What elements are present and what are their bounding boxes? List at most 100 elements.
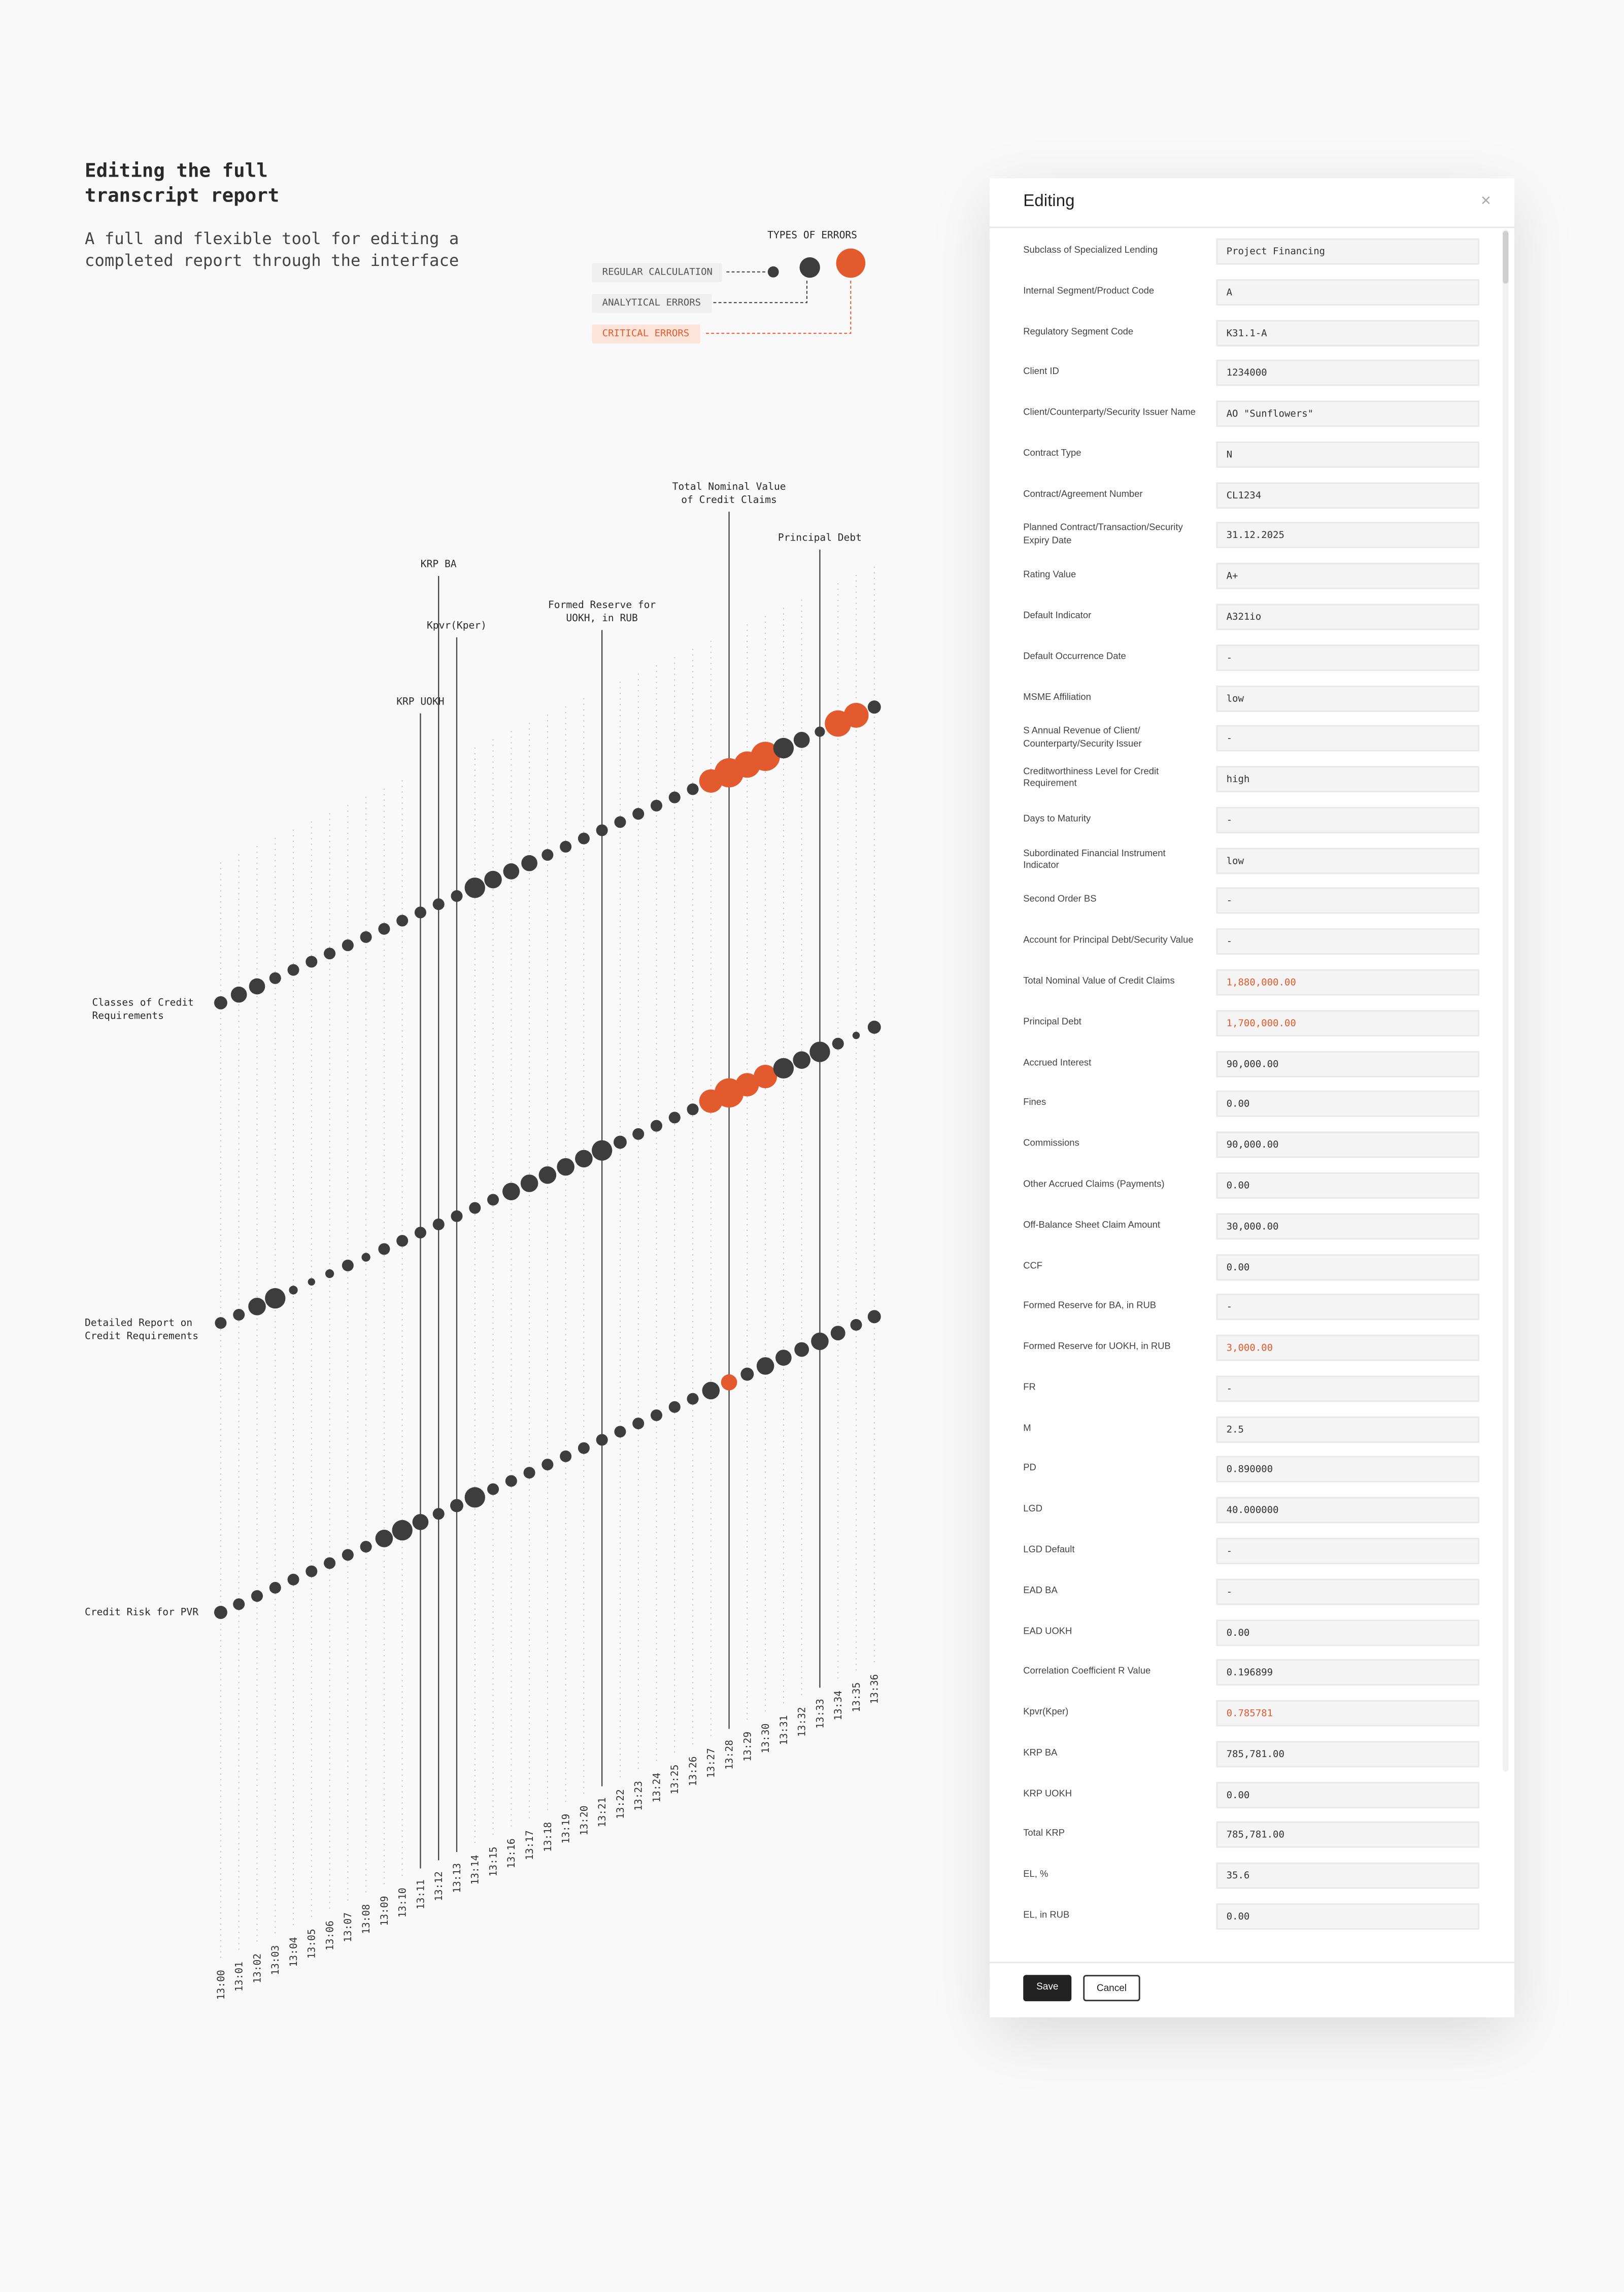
field-label: FR	[1023, 1382, 1036, 1393]
field-input[interactable]: 30,000.00	[1216, 1212, 1479, 1239]
x-tick-label: 13:26	[687, 1756, 699, 1786]
x-tick-label: 13:21	[596, 1797, 608, 1827]
field-input[interactable]: 3,000.00	[1216, 1334, 1479, 1361]
field-input[interactable]: 0.890000	[1216, 1456, 1479, 1483]
field-input[interactable]: 2.5	[1216, 1415, 1479, 1442]
bubble	[850, 1319, 862, 1331]
field-input[interactable]: A321io	[1216, 603, 1479, 630]
field-input[interactable]: 0.00	[1216, 1253, 1479, 1280]
field-label: Regulatory Segment Code	[1023, 326, 1134, 337]
bubble	[378, 1243, 390, 1255]
bubble	[815, 726, 825, 737]
field-label: PD	[1023, 1463, 1036, 1474]
cancel-button[interactable]: Cancel	[1083, 1975, 1140, 2002]
field-input[interactable]: 35.6	[1216, 1863, 1479, 1889]
bubble	[269, 1581, 281, 1594]
field-input[interactable]: 0.00	[1216, 1781, 1479, 1808]
bubble	[451, 1210, 463, 1222]
field-input[interactable]: 1234000	[1216, 360, 1479, 387]
bubble	[867, 700, 881, 714]
divider	[989, 226, 1514, 228]
field-input[interactable]: low	[1216, 685, 1479, 712]
field-input[interactable]: -	[1216, 725, 1479, 752]
field-input[interactable]: high	[1216, 766, 1479, 793]
field-input[interactable]: -	[1216, 928, 1479, 955]
scroll-thumb[interactable]	[1502, 231, 1509, 284]
field-input[interactable]: -	[1216, 1578, 1479, 1605]
field-input[interactable]: CL1234	[1216, 482, 1479, 509]
bubble	[503, 863, 520, 880]
field-input[interactable]: 90,000.00	[1216, 1131, 1479, 1158]
x-tick-label: 13:24	[651, 1773, 662, 1803]
field-input[interactable]: 0.00	[1216, 1619, 1479, 1645]
field-label: Default Indicator	[1023, 611, 1092, 621]
field-label: EL, in RUB	[1023, 1910, 1070, 1921]
field-input[interactable]: 0.196899	[1216, 1659, 1479, 1686]
bubble	[668, 1111, 681, 1124]
bubble	[464, 1487, 485, 1508]
bubble	[592, 1140, 613, 1161]
field-input[interactable]: 0.00	[1216, 1903, 1479, 1930]
field-label: KRP BA	[1023, 1748, 1058, 1759]
field-input[interactable]: A+	[1216, 563, 1479, 590]
field-input[interactable]: 0.00	[1216, 1091, 1479, 1118]
edit-dialog: Editing × Subclass of Specialized Lendin…	[989, 178, 1514, 2017]
field-input[interactable]: 0.00	[1216, 1172, 1479, 1199]
field-input[interactable]: Project Financing	[1216, 238, 1479, 265]
field-input[interactable]: N	[1216, 441, 1479, 468]
field-label: EL, %	[1023, 1870, 1048, 1880]
field-input[interactable]: A	[1216, 279, 1479, 306]
field-input[interactable]: -	[1216, 1375, 1479, 1402]
bubble	[469, 1202, 481, 1214]
x-tick-label: 13:09	[379, 1896, 390, 1926]
x-tick-label: 13:18	[542, 1822, 554, 1852]
bubble	[735, 1073, 759, 1097]
annotation-label: Total Nominal Value of Credit Claims	[672, 481, 786, 506]
field-input[interactable]: 1,700,000.00	[1216, 1009, 1479, 1036]
save-button[interactable]: Save	[1023, 1975, 1072, 2002]
field-input[interactable]: 785,781.00	[1216, 1741, 1479, 1767]
bubble	[560, 1450, 572, 1462]
bubble	[306, 956, 318, 968]
field-input[interactable]: 40.000000	[1216, 1497, 1479, 1524]
field-input[interactable]: -	[1216, 806, 1479, 833]
bubble	[560, 840, 572, 853]
close-button[interactable]: ×	[1480, 190, 1491, 211]
field-input[interactable]: -	[1216, 1537, 1479, 1564]
bubble	[614, 1426, 626, 1438]
field-input[interactable]: AO "Sunflowers"	[1216, 400, 1479, 427]
field-input[interactable]: 0.785781	[1216, 1700, 1479, 1727]
bubble	[650, 1409, 663, 1421]
field-label: Contract/Agreement Number	[1023, 489, 1143, 499]
x-tick-label: 13:08	[360, 1904, 372, 1934]
bubble	[487, 1194, 499, 1206]
field-label: Subordinated Financial Instrument Indica…	[1023, 848, 1166, 871]
annotation-label: KRP BA	[420, 558, 457, 570]
field-input[interactable]: 785,781.00	[1216, 1822, 1479, 1848]
bubble	[342, 1549, 354, 1561]
bubble	[632, 808, 645, 820]
field-input[interactable]: low	[1216, 847, 1479, 874]
bubble	[613, 1135, 627, 1149]
bubble	[756, 1357, 774, 1375]
bubble	[521, 855, 537, 871]
bubble	[668, 791, 681, 803]
field-input[interactable]: -	[1216, 644, 1479, 671]
bubble	[687, 783, 699, 795]
field-label: Second Order BS	[1023, 895, 1097, 905]
x-tick-label: 13:15	[487, 1847, 499, 1877]
bubble	[650, 1120, 663, 1132]
field-input[interactable]: 1,880,000.00	[1216, 969, 1479, 996]
bubble	[668, 1401, 681, 1413]
bubble	[596, 824, 608, 836]
field-input[interactable]: 31.12.2025	[1216, 522, 1479, 549]
field-input[interactable]: 90,000.00	[1216, 1050, 1479, 1077]
bubble	[414, 1227, 426, 1239]
field-input[interactable]: -	[1216, 1294, 1479, 1321]
field-input[interactable]: K31.1-A	[1216, 319, 1479, 346]
field-input[interactable]: -	[1216, 888, 1479, 915]
bubble	[251, 1590, 263, 1602]
x-tick-label: 13:29	[741, 1732, 753, 1762]
bubble	[360, 1540, 372, 1553]
